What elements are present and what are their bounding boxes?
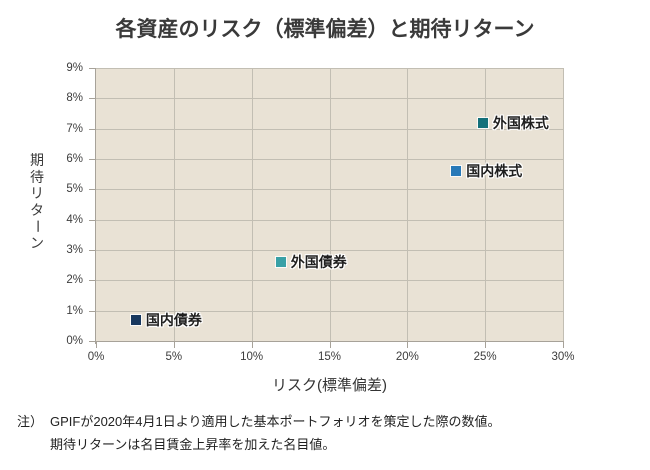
y-tick-mark	[89, 98, 95, 100]
x-tick-label: 25%	[473, 351, 497, 363]
x-axis-line	[95, 341, 564, 342]
x-tick-mark	[407, 342, 409, 348]
y-tick-label: 7%	[66, 122, 83, 135]
y-tick-label: 9%	[66, 62, 83, 74]
x-tick-mark	[251, 342, 253, 348]
x-tick-mark	[329, 342, 331, 348]
x-tick-label: 20%	[395, 351, 419, 363]
y-tick-mark	[89, 159, 95, 160]
y-axis-title-char: 待	[30, 168, 44, 185]
gridline-x-25	[485, 68, 487, 341]
y-tick-mark	[89, 219, 95, 221]
y-tick-label: 4%	[66, 213, 83, 226]
footnote-line: GPIFが2020年4月1日より適用した基本ポートフォリオを策定した際の数値。	[50, 414, 501, 429]
footnote-prefix: 注）	[17, 414, 44, 429]
gridline-x-30	[563, 68, 564, 341]
x-axis-title: リスク(標準偏差)	[272, 377, 387, 394]
y-tick-label: 2%	[66, 274, 83, 287]
data-point-label-domestic-bonds: 国内債券	[145, 311, 202, 328]
data-point-foreign-bonds	[275, 257, 286, 268]
x-tick-mark	[173, 342, 175, 348]
y-axis-title-char: ン	[30, 234, 44, 251]
y-tick-mark	[89, 310, 95, 312]
gridline-x-20	[407, 68, 409, 341]
x-tick-mark	[96, 342, 97, 348]
x-tick-label: 0%	[87, 351, 105, 363]
y-axis-title: 期待リターン	[28, 152, 46, 251]
footnote-lines: GPIFが2020年4月1日より適用した基本ポートフォリオを策定した際の数値。 …	[50, 410, 500, 456]
x-tick-label: 15%	[317, 351, 342, 363]
plot-area: 0% 1% 2% 3% 4% 5% 6% 7% 8% 9% 0% 5% 10% 15% 20% 25% 30% 国…	[66, 62, 574, 363]
data-point-label-foreign-stocks: 外国株式	[492, 114, 549, 131]
gridline-x-10	[251, 68, 253, 341]
y-tick-label: 1%	[66, 304, 83, 317]
y-tick-label: 6%	[66, 153, 83, 165]
x-tick-label: 30%	[551, 351, 575, 363]
footnote: 注） GPIFが2020年4月1日より適用した基本ポートフォリオを策定した際の数…	[17, 410, 500, 456]
x-tick-label: 10%	[240, 351, 264, 363]
y-axis-title-char: ー	[29, 219, 46, 234]
chart-title: 各資産のリスク（標準偏差）と期待リターン	[115, 18, 535, 41]
x-tick-mark	[485, 342, 487, 348]
data-point-domestic-stocks	[451, 166, 462, 177]
data-point-foreign-stocks	[477, 117, 488, 128]
gridline-x-15	[329, 68, 331, 341]
y-tick-mark	[89, 68, 95, 69]
footnote-line: 期待リターンは名目賃金上昇率を加えた名目値。	[50, 437, 336, 452]
y-tick-label: 5%	[66, 183, 83, 196]
x-tick-label: 5%	[165, 351, 183, 363]
y-tick-mark	[89, 341, 95, 342]
y-tick-mark	[89, 250, 95, 251]
y-axis-title-char: 期	[30, 152, 44, 168]
y-axis-line	[95, 68, 96, 344]
y-tick-mark	[89, 280, 95, 282]
data-point-domestic-bonds	[130, 314, 141, 325]
data-point-label-foreign-bonds: 外国債券	[290, 254, 347, 271]
gridline-x-5	[173, 68, 175, 341]
y-tick-label: 3%	[66, 244, 83, 256]
x-tick-mark	[563, 342, 564, 348]
data-point-label-domestic-stocks: 国内株式	[466, 163, 523, 180]
y-tick-label: 0%	[66, 335, 83, 347]
y-tick-mark	[89, 128, 95, 130]
y-axis-title-char: リ	[30, 185, 44, 201]
y-tick-label: 8%	[66, 92, 83, 105]
y-tick-mark	[89, 189, 95, 191]
y-axis-title-char: タ	[30, 201, 44, 218]
